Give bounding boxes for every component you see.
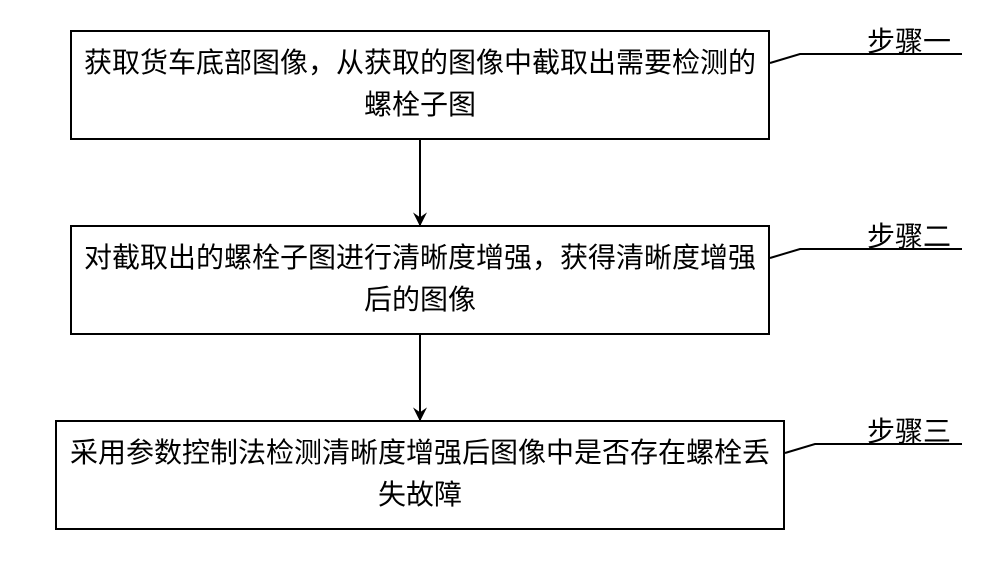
flowchart-node-text: 对截取出的螺栓子图进行清晰度增强，获得清晰度增强后的图像 xyxy=(84,238,756,322)
flowchart-node-step3: 采用参数控制法检测清晰度增强后图像中是否存在螺栓丢失故障 xyxy=(55,420,785,530)
flowchart-node-text: 采用参数控制法检测清晰度增强后图像中是否存在螺栓丢失故障 xyxy=(69,433,771,517)
flowchart-label-label1: 步骤一 xyxy=(867,20,951,60)
flowchart-node-text: 获取货车底部图像，从获取的图像中截取出需要检测的螺栓子图 xyxy=(84,43,756,127)
flowchart-node-step2: 对截取出的螺栓子图进行清晰度增强，获得清晰度增强后的图像 xyxy=(70,225,770,335)
flowchart-label-label2: 步骤二 xyxy=(867,215,951,255)
flowchart-node-step1: 获取货车底部图像，从获取的图像中截取出需要检测的螺栓子图 xyxy=(70,30,770,140)
flowchart-label-label3: 步骤三 xyxy=(867,410,951,450)
flowchart-canvas: 获取货车底部图像，从获取的图像中截取出需要检测的螺栓子图对截取出的螺栓子图进行清… xyxy=(0,0,1000,570)
